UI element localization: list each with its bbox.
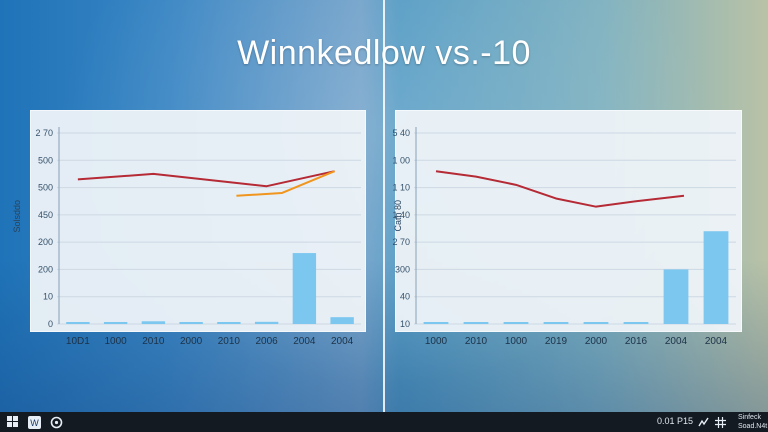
chart-left-series-line-0 [77,170,335,188]
chart-left-y-tick-label: 10 [43,292,53,302]
chart-right-series-line-0 [435,170,685,208]
chart-left-y-tick-label: 0 [48,319,53,329]
chart-right-x-tick-label: 2010 [465,336,488,347]
chart-right-bar [503,322,529,324]
chart-left-bar [141,321,166,324]
chart-left-bar [66,322,90,324]
chart-right-bar [423,322,449,324]
chart-left-y-tick-label: 200 [38,237,53,247]
chart-right-bar [703,231,729,324]
chart-right-bar [543,322,569,324]
chart-right-y-tick-label: 1 40 [392,210,410,220]
chart-right-x-tick-label: 2016 [625,336,648,347]
chart-right-ylabel: Cath 80 [393,200,403,232]
chart-left-bar [103,322,128,324]
chart-right-bar [663,269,689,324]
chart-left-x-tick-label: 2000 [180,336,203,347]
chart-right-y-tick-label: 1 00 [392,155,410,165]
chart-left-ylabel: Solsddo [12,200,22,233]
chart-left-y-tick-label: 450 [38,210,53,220]
chart-left-bar [292,253,317,324]
taskbar: W 0.01 P15 Sinfeck Soad.N4t [0,412,768,432]
chart-left-y-tick-label: 200 [38,264,53,274]
word-app-icon[interactable]: W [27,415,41,429]
chart-left-y-tick-label: 2 70 [35,128,53,138]
chart-right-x-tick-label: 1000 [425,336,448,347]
chart-left-y-tick-label: 500 [38,155,53,165]
tray-text-top: Sinfeck [738,414,761,421]
chart-right-x-tick-label: 2004 [665,336,688,347]
chart-left-x-tick-label: 2010 [142,336,165,347]
chart-left-series-line-1 [236,170,335,197]
chart-right-y-tick-label: 1 10 [392,183,410,193]
chart-right-bar [463,322,489,324]
chart-left-bar [179,322,203,324]
chart-left-x-tick-label: 10D1 [66,336,90,347]
network-icon[interactable] [696,415,710,429]
split-divider[interactable] [383,0,385,412]
chart-right-x-tick-label: 2019 [545,336,568,347]
chart-left-bar [254,321,279,324]
chart-right-y-tick-label: 10 [400,319,410,329]
chart-left-bar [330,317,354,324]
chart-left-svg: 2 70 500 500 450 200 200 10 0 10D1 1000 2010 2000 20… [35,127,361,347]
svg-text:W: W [30,418,39,428]
chart-left-x-tick-label: 1000 [105,336,128,347]
settings-icon[interactable] [49,415,63,429]
chart-left-y-tick-label: 500 [38,183,53,193]
chart-left-x-tick-label: 2004 [331,336,354,347]
chart-right-bar [583,322,609,324]
chart-panel-left: 2 70 500 500 450 200 200 10 0 10D1 1000 2010 2000 20… [30,110,366,347]
chart-right-bar [623,322,649,324]
chart-right-x-tick-label: 2000 [585,336,608,347]
chart-panel-right: 5 40 1 00 1 10 1 40 2 70 300 40 10 1000 2010 1000 2… [392,110,742,347]
chart-left-x-tick-label: 2004 [293,336,316,347]
chart-right-x-tick-label: 1000 [505,336,528,347]
chart-right-y-tick-label: 40 [400,292,410,302]
chart-right-x-tick-label: 2004 [705,336,728,347]
tray-text-bottom: Soad.N4t [738,423,768,430]
grid-icon[interactable] [713,415,727,429]
chart-left-x-tick-label: 2010 [218,336,241,347]
taskbar-clock[interactable]: 0.01 P15 [657,416,694,426]
chart-left-bar [217,322,241,324]
start-menu-icon[interactable] [6,415,20,429]
chart-right-svg: 5 40 1 00 1 10 1 40 2 70 300 40 10 1000 2010 1000 2… [392,127,736,347]
chart-right-y-tick-label: 5 40 [392,128,410,138]
chart-right-y-tick-label: 300 [395,264,410,274]
chart-left-x-tick-label: 2006 [256,336,279,347]
chart-right-y-tick-label: 2 70 [392,237,410,247]
